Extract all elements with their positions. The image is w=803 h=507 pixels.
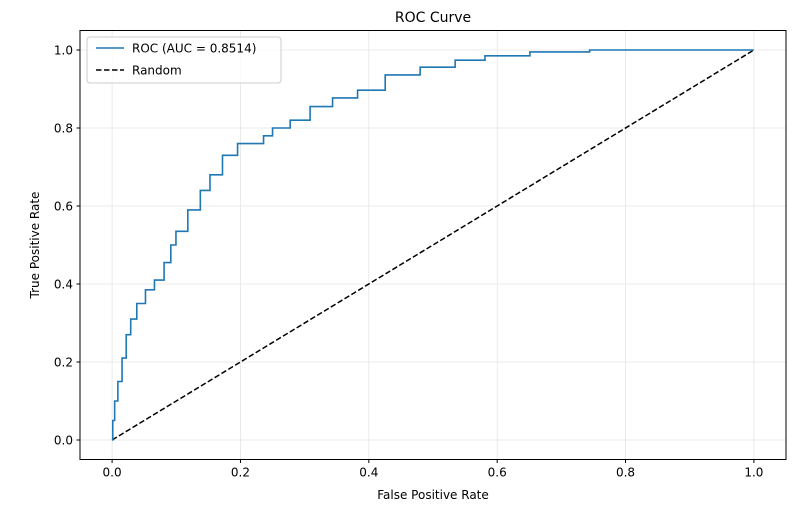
- legend: ROC (AUC = 0.8514) Random: [86, 36, 282, 84]
- x-tick-label: 0.0: [103, 466, 122, 480]
- y-tick-label: 1.0: [54, 44, 73, 58]
- x-tick-label: 0.4: [359, 466, 378, 480]
- y-tick-label: 0.4: [54, 278, 73, 292]
- legend-random-label: Random: [132, 64, 182, 78]
- legend-roc-label: ROC (AUC = 0.8514): [132, 42, 256, 56]
- x-tick-label: 1.0: [744, 466, 763, 480]
- x-tick-label: 0.2: [231, 466, 250, 480]
- plot-frame: [79, 30, 787, 460]
- y-tick-label: 0.0: [54, 434, 73, 448]
- random-line: [111, 49, 755, 441]
- ticks: 0.0 0.2 0.4 0.6 0.8 1.0 0.0 0.2 0.4 0.6 0.8 1.0: [54, 44, 764, 480]
- series-layer: [111, 49, 755, 441]
- y-tick-label: 0.2: [54, 356, 73, 370]
- x-tick-label: 0.6: [488, 466, 507, 480]
- legend-box: [86, 36, 282, 84]
- y-tick-label: 0.8: [54, 122, 73, 136]
- x-axis-label: False Positive Rate: [377, 488, 489, 502]
- x-tick-label: 0.8: [616, 466, 635, 480]
- roc-curve: [111, 49, 754, 441]
- chart-title: ROC Curve: [395, 10, 471, 26]
- y-axis-label: True Positive Rate: [28, 192, 42, 300]
- y-tick-label: 0.6: [54, 200, 73, 214]
